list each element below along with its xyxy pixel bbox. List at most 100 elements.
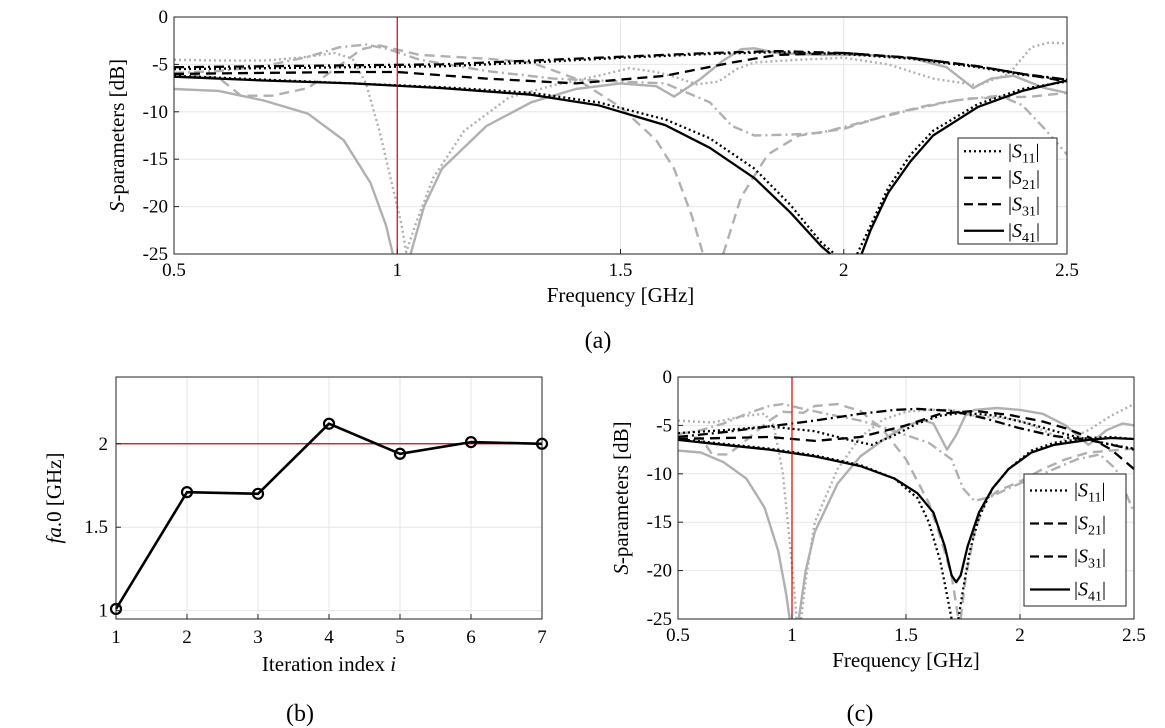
x-tick-label: 7 — [537, 627, 547, 648]
legend-symbol: S — [1012, 140, 1022, 162]
y-tick-label: -15 — [647, 512, 672, 533]
legend-symbol: S — [1012, 167, 1022, 189]
legend-label: |S31| — [1074, 546, 1106, 572]
x-tick-label: 6 — [466, 627, 476, 648]
y-axis-label-text: .0 [GHz] — [42, 453, 66, 528]
x-tick-label: 1 — [787, 625, 797, 646]
legend-subscript: 31 — [1088, 557, 1102, 572]
data-point — [251, 487, 265, 500]
legend-bar: | — [1074, 546, 1078, 568]
legend-symbol: S — [1078, 480, 1088, 502]
x-tick-label: 2 — [182, 627, 192, 648]
legend-bar: | — [1008, 167, 1012, 189]
legend-symbol: S — [1078, 546, 1088, 568]
series-line-black-solid — [860, 79, 1067, 254]
series-line-gray-dashdot — [678, 402, 1134, 513]
series-line-gray-dashed — [959, 447, 1134, 619]
series-line-gray-solid — [409, 47, 1067, 254]
series-line-gray-solid — [174, 87, 394, 254]
x-tick-label: 3 — [253, 627, 263, 648]
x-tick-label: 2.5 — [1055, 260, 1079, 281]
plot-area — [174, 41, 1067, 254]
chart-panel-a: 0.5 1 1.5 2 2.5 0 -5 -10 -15 -20 -25 Frequency [GHz… — [105, 7, 1079, 307]
legend-symbol: S — [1078, 513, 1088, 535]
legend-bar: | — [1036, 220, 1040, 242]
legend-label: |S41| — [1008, 220, 1040, 246]
legend-bar: | — [1036, 193, 1040, 215]
caption-b: (b) — [286, 701, 314, 727]
series-line — [114, 422, 543, 610]
chart-panel-c: 0.5 1 1.5 2 2.5 0 -5 -10 -15 -20 -25 Frequency [GHz… — [609, 367, 1146, 672]
series-line-black-dashed — [678, 409, 1134, 470]
series-line-gray-dotted — [678, 412, 798, 619]
y-axis-label-text: -parameters [dB] — [105, 59, 129, 202]
legend-symbol: S — [1012, 193, 1022, 215]
legend-bar: | — [1102, 579, 1106, 601]
x-tick-label: 0.5 — [666, 625, 690, 646]
legend-subscript: 41 — [1088, 590, 1102, 605]
plot-area — [678, 402, 1134, 619]
legend-bar: | — [1102, 546, 1106, 568]
x-axis-label: Frequency [GHz] — [832, 648, 980, 672]
caption-a: (a) — [585, 328, 612, 354]
legend-bar: | — [1074, 513, 1078, 535]
y-tick-label: -25 — [647, 609, 672, 630]
data-point — [322, 417, 336, 430]
y-axis-label: S-parameters [dB] — [609, 421, 633, 574]
legend-symbol: S — [1078, 579, 1088, 601]
legend-bar: | — [1074, 579, 1078, 601]
legend-bar: | — [1036, 167, 1040, 189]
x-tick-label: 1 — [111, 627, 121, 648]
series-line-black-dashdot — [174, 49, 1067, 81]
series-line-gray-solid — [678, 449, 791, 619]
legend-label: |S11| — [1008, 140, 1040, 166]
y-tick-label: 2 — [99, 434, 109, 455]
data-point — [393, 447, 407, 460]
y-axis-label-text: -parameters [dB] — [609, 421, 633, 564]
legend-label: |S11| — [1074, 480, 1106, 506]
legend-bar: | — [1102, 480, 1106, 502]
x-axis-label: Frequency [GHz] — [547, 283, 695, 307]
legend-bar: | — [1036, 140, 1040, 162]
chart-panel-b: 1 2 3 4 5 6 7 1 1.5 2 Iteration index i fa.0 [GHz] — [42, 376, 549, 676]
legend-bar: | — [1102, 513, 1106, 535]
y-tick-label: 1 — [99, 601, 109, 622]
series-line-gray-dashdot — [174, 43, 1067, 156]
y-axis-label-symbol: S — [609, 564, 633, 575]
y-axis-label: S-parameters [dB] — [105, 59, 129, 212]
y-tick-label: -25 — [143, 244, 168, 265]
series-line-gray-dashed — [678, 402, 960, 619]
x-tick-label: 4 — [324, 627, 334, 648]
y-tick-label: -5 — [656, 415, 672, 436]
series-line-black-dotted — [678, 411, 1134, 450]
y-tick-label: 1.5 — [84, 517, 108, 538]
x-axis-label-symbol: i — [390, 652, 396, 676]
y-tick-label: -20 — [143, 197, 168, 218]
data-point — [180, 486, 194, 499]
legend-subscript: 31 — [1022, 204, 1036, 219]
x-tick-label: 2 — [1015, 625, 1025, 646]
series-line-black-dotted — [678, 437, 953, 619]
x-tick-label: 5 — [395, 627, 405, 648]
y-axis-label-symbol: S — [105, 201, 129, 212]
data-point — [464, 435, 478, 449]
series-line-black-dotted — [174, 74, 836, 254]
x-tick-label: 2 — [839, 260, 849, 281]
legend-bar: | — [1008, 220, 1012, 242]
legend-label: |S41| — [1074, 579, 1106, 605]
x-axis-label: Iteration index i — [262, 652, 396, 676]
legend-symbol: S — [1012, 220, 1022, 242]
y-tick-label: 0 — [159, 7, 169, 28]
x-tick-label: 2.5 — [1122, 625, 1146, 646]
legend-subscript: 11 — [1022, 151, 1035, 166]
legend-bar: | — [1074, 480, 1078, 502]
legend-label: |S31| — [1008, 193, 1040, 219]
caption-c: (c) — [847, 701, 874, 727]
y-tick-label: -10 — [143, 102, 168, 123]
legend: |S11||S21||S31||S41| — [957, 137, 1058, 246]
legend-label: |S21| — [1008, 167, 1040, 193]
series-line-black-dotted — [957, 435, 1134, 619]
y-tick-label: -15 — [143, 149, 168, 170]
y-tick-label: -10 — [647, 464, 672, 485]
